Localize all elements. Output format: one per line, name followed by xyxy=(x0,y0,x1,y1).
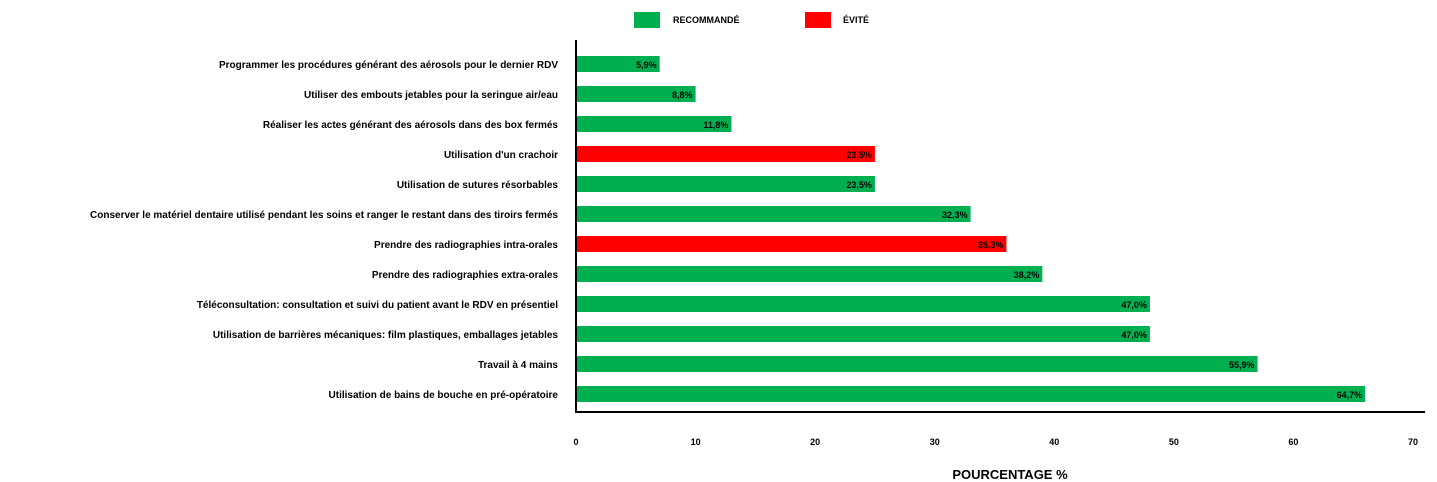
bar xyxy=(576,206,971,222)
category-label: Utilisation de barrières mécaniques: fil… xyxy=(213,330,559,341)
x-tick-labels: 0 10 20 30 40 50 60 70 xyxy=(573,437,1418,447)
category-label: Prendre des radiographies intra-orales xyxy=(374,240,558,251)
data-label: 64,7% xyxy=(1337,390,1363,400)
bar xyxy=(576,386,1366,402)
data-label: 23,5% xyxy=(846,150,872,160)
data-label: 35,3% xyxy=(978,240,1004,250)
bar xyxy=(576,356,1258,372)
x-tick-label: 50 xyxy=(1169,437,1179,447)
category-label: Utiliser des embouts jetables pour la se… xyxy=(304,90,558,101)
x-tick-label: 70 xyxy=(1408,437,1418,447)
axes xyxy=(575,40,1425,413)
bar xyxy=(576,116,732,132)
category-label: Utilisation de bains de bouche en pré-op… xyxy=(329,390,559,401)
bars: 5,9% 8,8% 11,8% 23,5% 23,5% 32,3% 35,3% 38,2% 47… xyxy=(576,56,1366,402)
data-label: 47,0% xyxy=(1121,330,1147,340)
data-label: 32,3% xyxy=(942,210,968,220)
x-axis-title: POURCENTAGE % xyxy=(952,467,1068,482)
category-label: Prendre des radiographies extra-orales xyxy=(372,270,559,281)
data-label: 47,0% xyxy=(1121,300,1147,310)
category-label: Travail à 4 mains xyxy=(478,360,558,371)
x-tick-label: 0 xyxy=(573,437,578,447)
category-label: Conserver le matériel dentaire utilisé p… xyxy=(90,210,558,221)
category-label: Réaliser les actes générant des aérosols… xyxy=(263,120,559,131)
category-labels: Programmer les procédures générant des a… xyxy=(90,60,558,401)
data-label: 23,5% xyxy=(846,180,872,190)
data-label: 38,2% xyxy=(1014,270,1040,280)
legend: RECOMMANDÉ ÉVITÉ xyxy=(634,12,869,28)
legend-swatch-0 xyxy=(634,12,660,28)
bar xyxy=(576,56,660,72)
x-tick-label: 40 xyxy=(1049,437,1059,447)
category-label: Utilisation de sutures résorbables xyxy=(397,180,559,191)
bar xyxy=(576,86,696,102)
category-label: Utilisation d'un crachoir xyxy=(444,150,558,161)
bar xyxy=(576,296,1150,312)
bar xyxy=(576,176,875,192)
bar xyxy=(576,326,1150,342)
bar xyxy=(576,236,1007,252)
bar xyxy=(576,146,875,162)
data-label: 55,9% xyxy=(1229,360,1255,370)
bar xyxy=(576,266,1043,282)
legend-label-1: ÉVITÉ xyxy=(843,15,869,25)
data-label: 5,9% xyxy=(636,60,657,70)
data-label: 8,8% xyxy=(672,90,693,100)
data-label: 11,8% xyxy=(703,120,728,130)
category-label: Téléconsultation: consultation et suivi … xyxy=(197,300,558,311)
category-label: Programmer les procédures générant des a… xyxy=(219,60,558,71)
x-tick-label: 60 xyxy=(1288,437,1298,447)
legend-label-0: RECOMMANDÉ xyxy=(673,15,740,25)
x-tick-label: 30 xyxy=(930,437,940,447)
legend-swatch-1 xyxy=(805,12,831,28)
x-tick-label: 20 xyxy=(810,437,820,447)
x-tick-label: 10 xyxy=(691,437,701,447)
